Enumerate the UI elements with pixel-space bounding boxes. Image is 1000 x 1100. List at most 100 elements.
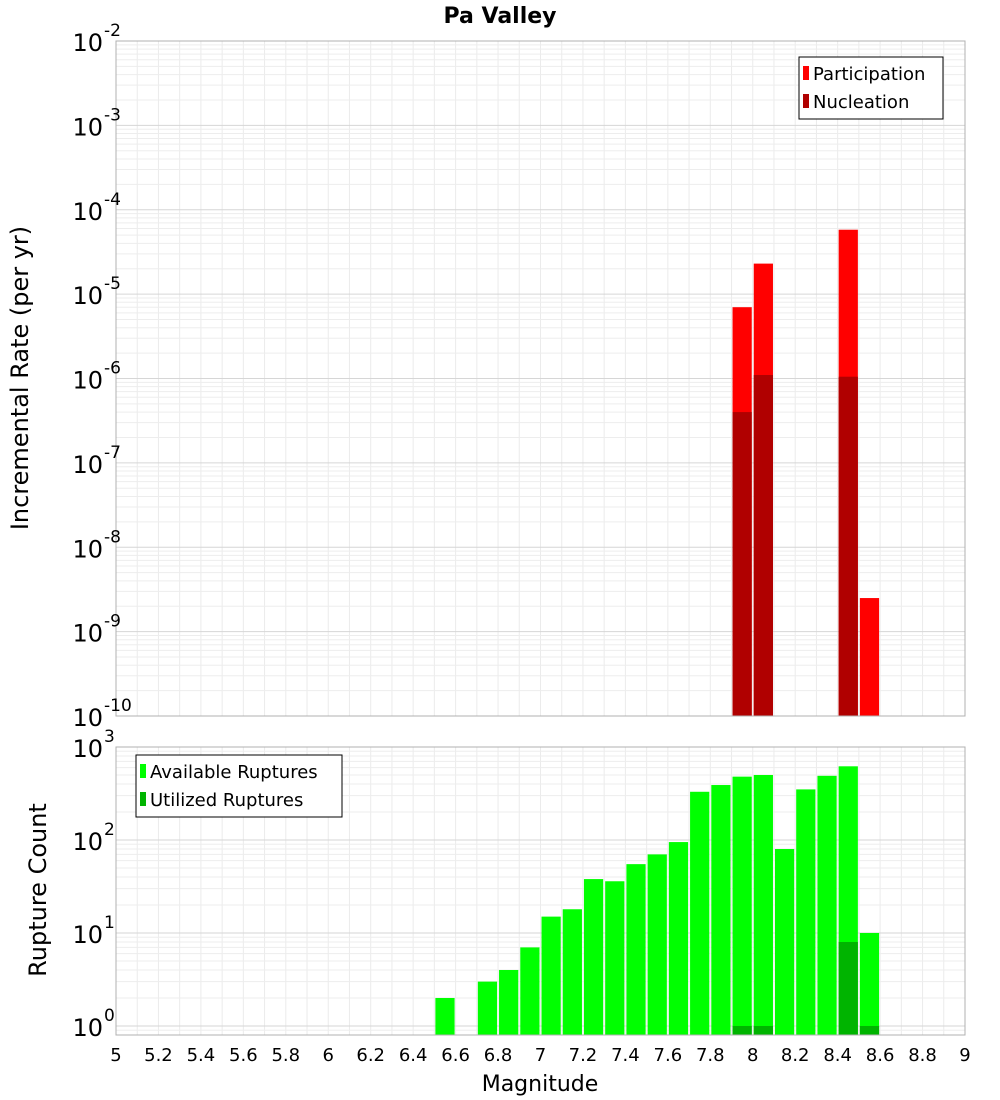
legend-label: Participation	[813, 64, 925, 85]
y-tick-label: 10 -7	[72, 443, 121, 479]
y-tick-base: 10	[72, 113, 103, 141]
y-tick-exponent: -3	[104, 105, 121, 125]
bar-available-ruptures	[753, 774, 773, 1035]
bar-available-ruptures	[477, 981, 498, 1035]
bar-available-ruptures	[520, 947, 540, 1035]
plot-frame	[115, 40, 966, 717]
y-tick-exponent: 0	[104, 1006, 115, 1026]
y-tick-exponent: 3	[104, 727, 115, 747]
x-tick-label: 5	[110, 1045, 121, 1066]
y-tick-label: 10 -2	[72, 21, 121, 57]
chart-title: Pa Valley	[443, 4, 556, 29]
y-tick-exponent: -6	[104, 359, 121, 379]
y-tick-exponent: 2	[104, 820, 115, 840]
x-tick-label: 5.2	[144, 1045, 173, 1066]
legend-box	[798, 56, 944, 120]
bar-available-ruptures	[435, 997, 455, 1035]
y-tick-exponent: 1	[104, 913, 115, 933]
bar-available-ruptures	[499, 969, 519, 1035]
x-tick-label: 9	[959, 1045, 970, 1066]
y-tick-base: 10	[72, 921, 103, 949]
bar-available-ruptures	[605, 881, 625, 1035]
x-tick-label: 6.4	[399, 1045, 428, 1066]
y-tick-base: 10	[72, 704, 103, 732]
legend: Participation Nucleation	[798, 56, 944, 120]
y-tick-base: 10	[72, 735, 103, 763]
y-tick-base: 10	[72, 828, 103, 856]
legend-swatch	[803, 66, 809, 80]
bar-available-ruptures	[626, 864, 646, 1035]
x-tick-label: 7.4	[611, 1045, 640, 1066]
bar-available-ruptures	[732, 776, 752, 1035]
bar-utilized-ruptures	[753, 1025, 773, 1035]
legend-swatch	[140, 764, 146, 778]
y-tick-label: 10 -10	[72, 696, 131, 732]
y-tick-base: 10	[72, 620, 103, 648]
bar-available-ruptures	[668, 842, 689, 1035]
y-tick-label: 10 -3	[72, 105, 121, 141]
x-tick-label: 6	[323, 1045, 334, 1066]
bar-available-ruptures	[774, 849, 795, 1035]
bar-available-ruptures	[647, 854, 667, 1035]
bottom-y-axis-label: Rupture Count	[24, 803, 52, 977]
bar-available-ruptures	[817, 775, 837, 1035]
y-tick-label: 10 1	[72, 913, 114, 949]
bar-nucleation	[838, 376, 858, 716]
y-tick-exponent: -8	[104, 527, 121, 547]
y-tick-base: 10	[72, 198, 103, 226]
y-tick-exponent: -4	[104, 190, 121, 210]
x-tick-label: 7	[535, 1045, 546, 1066]
bar-available-ruptures	[690, 791, 710, 1035]
y-tick-label: 10 3	[72, 727, 114, 763]
bar-nucleation	[753, 375, 773, 716]
y-tick-base: 10	[72, 1014, 103, 1042]
x-tick-label: 6.2	[356, 1045, 385, 1066]
x-tick-label: 5.4	[187, 1045, 216, 1066]
bar-participation	[859, 598, 880, 716]
top-y-axis-label: Incremental Rate (per yr)	[6, 226, 34, 530]
y-tick-base: 10	[72, 282, 103, 310]
y-tick-label: 10 2	[72, 820, 114, 856]
x-tick-label: 7.2	[569, 1045, 598, 1066]
y-tick-label: 10 -6	[72, 359, 121, 395]
x-tick-label: 6.8	[484, 1045, 513, 1066]
y-tick-label: 10 -8	[72, 527, 121, 563]
x-tick-label: 8.4	[823, 1045, 852, 1066]
x-tick-label: 8.2	[781, 1045, 810, 1066]
x-axis-label: Magnitude	[482, 1072, 599, 1097]
x-tick-label: 6.6	[441, 1045, 470, 1066]
y-tick-base: 10	[72, 29, 103, 57]
bar-available-ruptures	[541, 916, 561, 1035]
bar-available-ruptures	[859, 932, 880, 1035]
y-tick-label: 10 -9	[72, 612, 121, 648]
y-tick-base: 10	[72, 451, 103, 479]
bar-available-ruptures	[796, 789, 816, 1035]
y-tick-exponent: -5	[104, 274, 121, 294]
x-tick-label: 8	[747, 1045, 758, 1066]
y-tick-exponent: -9	[104, 612, 121, 632]
y-tick-base: 10	[72, 535, 103, 563]
y-tick-exponent: -7	[104, 443, 121, 463]
legend-label: Available Ruptures	[150, 762, 318, 783]
legend-swatch	[140, 792, 146, 806]
x-tick-label: 7.8	[696, 1045, 725, 1066]
bar-available-ruptures	[711, 785, 731, 1035]
bar-utilized-ruptures	[859, 1025, 880, 1035]
y-tick-exponent: -2	[104, 21, 121, 41]
x-tick-label: 7.6	[654, 1045, 683, 1066]
y-tick-exponent: -10	[104, 696, 132, 716]
x-tick-label: 5.6	[229, 1045, 258, 1066]
x-tick-label: 8.6	[866, 1045, 895, 1066]
y-tick-label: 10 -4	[72, 190, 121, 226]
x-tick-label: 8.8	[908, 1045, 937, 1066]
y-tick-label: 10 -5	[72, 274, 121, 310]
legend-label: Nucleation	[813, 92, 909, 113]
bar-utilized-ruptures	[732, 1025, 752, 1035]
bar-available-ruptures	[562, 909, 582, 1035]
legend-label: Utilized Ruptures	[150, 790, 303, 811]
bar-utilized-ruptures	[838, 942, 858, 1035]
bar-available-ruptures	[583, 879, 604, 1035]
